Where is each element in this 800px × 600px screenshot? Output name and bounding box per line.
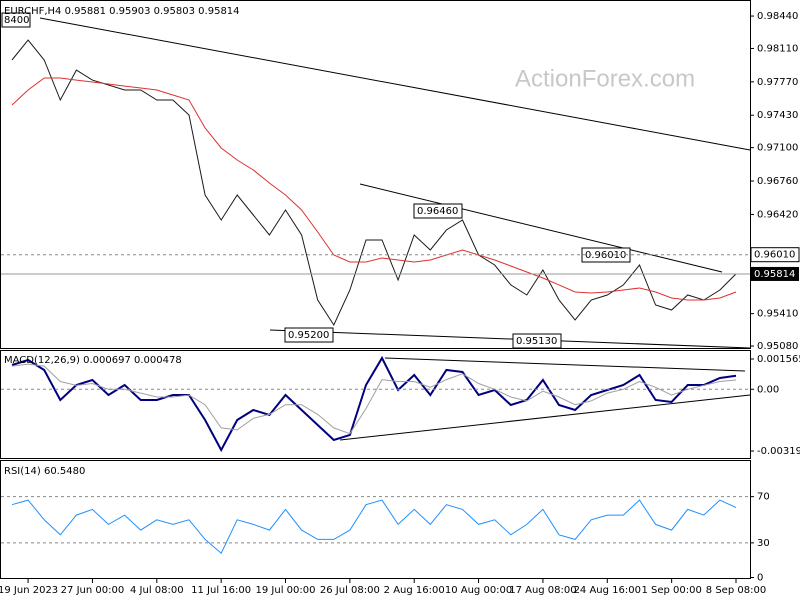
x-tick-label: 8 Sep 08:00 — [706, 585, 766, 596]
x-tick-label: 19 Jun 2023 — [0, 585, 58, 596]
trendline — [384, 357, 746, 372]
current-price-box — [751, 266, 799, 281]
panel-title: RSI(14) 60.5480 — [4, 466, 85, 477]
x-tick-label: 1 Sep 00:00 — [641, 585, 701, 596]
trendline — [359, 183, 723, 273]
watermark: ActionForex.com — [515, 65, 695, 92]
series-line — [11, 355, 737, 453]
y-tick-label: 0 — [757, 573, 763, 584]
annotation-box — [284, 327, 334, 343]
y-tick-label: 0.97100 — [757, 143, 798, 154]
x-tick-label: 11 Jul 16:00 — [191, 585, 251, 596]
y-tick-label: 0.97770 — [757, 77, 798, 88]
plot-layer — [11, 39, 737, 555]
y-tick-label: 0.97430 — [757, 110, 798, 121]
series-line — [11, 77, 737, 301]
level-label-box — [750, 247, 800, 263]
series-line — [11, 363, 737, 435]
y-tick-label: 0.001565 — [757, 354, 800, 365]
annotation: 0.96010 — [585, 250, 626, 261]
annotation-box — [413, 203, 463, 219]
trendline — [39, 17, 751, 151]
y-tick-label: 0.96760 — [757, 176, 798, 187]
annotation-box — [581, 247, 631, 263]
trendline — [269, 329, 751, 349]
price-panel — [0, 0, 751, 349]
annotation: 0.96460 — [417, 206, 458, 217]
panel-title: MACD(12,26,9) 0.000697 0.000478 — [4, 355, 182, 366]
y-tick-label: 30 — [757, 538, 770, 549]
y-tick-label: 0.95080 — [757, 341, 798, 352]
current-price-label: 0.95814 — [754, 269, 795, 280]
y-tick-label: 0.98440 — [757, 11, 798, 22]
annotation: 0.95200 — [288, 330, 329, 341]
y-tick-label: 0.95410 — [757, 309, 798, 320]
x-tick-label: 27 Jun 00:00 — [61, 585, 125, 596]
annotation-box — [512, 333, 562, 349]
annotation: 0.95130 — [516, 336, 557, 347]
panel-title: EURCHF,H4 0.95881 0.95903 0.95803 0.9581… — [4, 6, 240, 17]
annotation: 8400 — [4, 15, 29, 26]
series-line — [11, 39, 737, 327]
x-tick-label: 17 Aug 08:00 — [509, 585, 576, 596]
x-tick-label: 4 Jul 08:00 — [130, 585, 184, 596]
y-tick-label: 0.00 — [757, 384, 779, 395]
x-tick-label: 24 Aug 16:00 — [574, 585, 641, 596]
level-label: 0.96010 — [754, 250, 795, 261]
x-tick-label: 2 Aug 16:00 — [384, 585, 445, 596]
trendline — [339, 394, 751, 441]
y-tick-label: 0.96420 — [757, 209, 798, 220]
y-tick-label: 0.98110 — [757, 43, 798, 54]
annotation-box — [1, 12, 31, 28]
x-tick-label: 19 Jul 00:00 — [256, 585, 316, 596]
series-line — [11, 499, 737, 555]
y-tick-label: 70 — [757, 492, 770, 503]
x-tick-label: 10 Aug 00:00 — [445, 585, 512, 596]
x-tick-label: 26 Jul 08:00 — [320, 585, 380, 596]
rsi-panel — [0, 460, 751, 579]
y-tick-label: -0.003192 — [757, 446, 800, 457]
